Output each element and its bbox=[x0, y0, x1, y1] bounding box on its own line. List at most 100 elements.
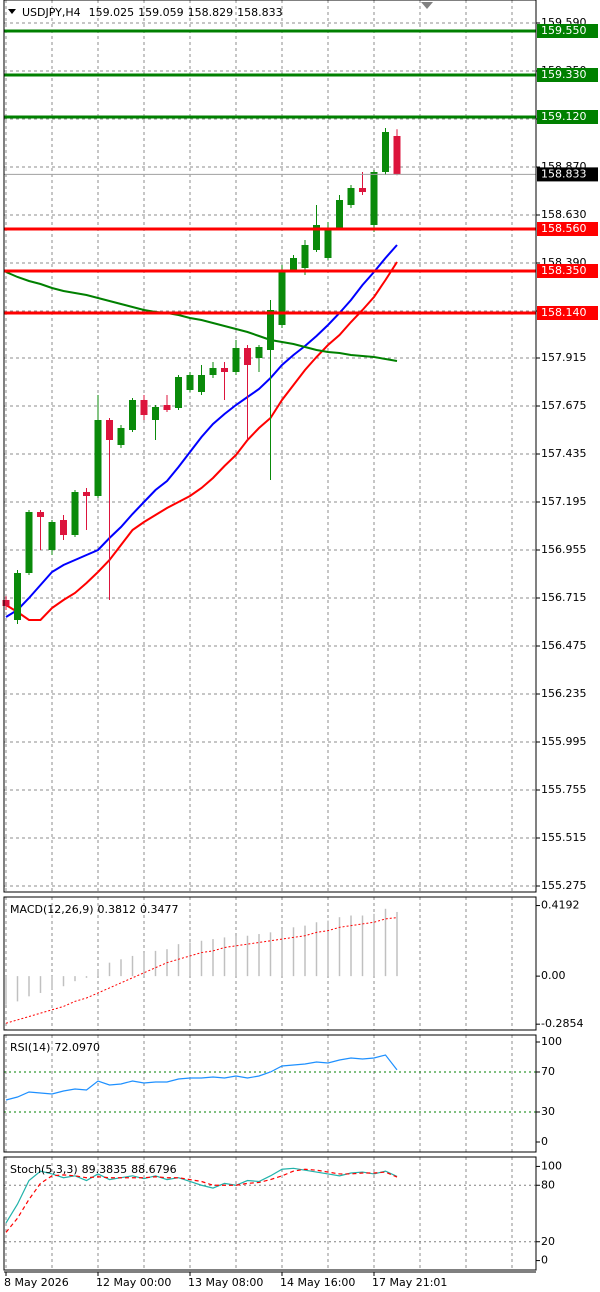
header-value: 72.0970 bbox=[54, 1041, 100, 1054]
level-label: 159.550 bbox=[541, 24, 587, 37]
candle-body bbox=[347, 188, 355, 205]
y-tick-label: 0.4192 bbox=[541, 899, 580, 912]
candle-body bbox=[301, 245, 309, 268]
header-title: Stoch(5,3,3) bbox=[10, 1163, 78, 1176]
candle-body bbox=[37, 512, 44, 517]
panel: 100 80 20 0 Stoch(5,3,3) 89.3835 88.6796 bbox=[3, 1156, 562, 1271]
candle-body bbox=[232, 348, 240, 372]
y-tick-label: 70 bbox=[541, 1065, 555, 1078]
level-label: 159.120 bbox=[541, 110, 587, 123]
panel-header: USDJPY,H4 159.025 159.059 158.829 158.833 bbox=[22, 6, 283, 19]
candle-body bbox=[106, 420, 113, 440]
panel: 100 70 30 0 RSI(14) 72.0970 bbox=[3, 1034, 562, 1153]
moving-average bbox=[5, 271, 398, 362]
header-title: MACD(12,26,9) bbox=[10, 903, 94, 916]
candle-body bbox=[198, 375, 205, 392]
y-tick-label: 156.715 bbox=[541, 591, 587, 604]
header-value: 159.025 bbox=[89, 6, 135, 19]
candle-body bbox=[278, 270, 286, 325]
candle-body bbox=[393, 136, 401, 175]
y-tick-label: 157.195 bbox=[541, 495, 587, 508]
level-label-box bbox=[537, 68, 598, 82]
header-value: 158.833 bbox=[237, 6, 283, 19]
panel-frame bbox=[3, 1156, 537, 1271]
moving-average bbox=[5, 244, 398, 618]
panel-header: Stoch(5,3,3) 89.3835 88.6796 bbox=[10, 1163, 177, 1176]
header-value: 89.3835 bbox=[82, 1163, 128, 1176]
y-tick-label: 155.275 bbox=[541, 879, 587, 892]
y-tick-label: 0 bbox=[541, 1254, 548, 1267]
y-tick-label: -0.2854 bbox=[541, 1017, 583, 1030]
x-tick-label: 8 May 2026 bbox=[4, 1276, 69, 1289]
candle-body bbox=[71, 492, 79, 535]
menu-arrow bbox=[8, 9, 16, 14]
y-tick-label: 157.915 bbox=[541, 351, 587, 364]
candle-body bbox=[186, 375, 194, 390]
x-tick-label: 17 May 21:01 bbox=[372, 1276, 447, 1289]
candle-body bbox=[163, 405, 171, 410]
panel-header: RSI(14) 72.0970 bbox=[10, 1041, 100, 1054]
y-tick-label: 156.955 bbox=[541, 543, 587, 556]
level-label: 158.560 bbox=[541, 222, 587, 235]
header-value: 88.6796 bbox=[131, 1163, 177, 1176]
candle-body bbox=[290, 258, 297, 270]
candle-body bbox=[14, 573, 21, 620]
candle-body bbox=[267, 310, 274, 350]
candle-body bbox=[359, 188, 366, 192]
candle-body bbox=[244, 348, 251, 365]
candle-body bbox=[83, 492, 90, 496]
header-value: 0.3812 bbox=[98, 903, 137, 916]
level-label-box bbox=[537, 110, 598, 124]
header-value: 158.829 bbox=[188, 6, 234, 19]
level-label-box bbox=[537, 222, 598, 236]
shift-marker bbox=[421, 2, 433, 9]
candle-body bbox=[336, 200, 343, 228]
header-title: USDJPY,H4 bbox=[22, 6, 81, 19]
level-label: 159.330 bbox=[541, 68, 587, 81]
y-tick-label: 30 bbox=[541, 1105, 555, 1118]
candle-body bbox=[129, 400, 136, 430]
x-tick-label: 14 May 16:00 bbox=[280, 1276, 355, 1289]
candle-body bbox=[140, 400, 148, 415]
header-title: RSI(14) bbox=[10, 1041, 50, 1054]
candle-body bbox=[370, 172, 378, 225]
panel-frame bbox=[3, 0, 537, 893]
candle-body bbox=[2, 600, 10, 606]
level-label: 158.140 bbox=[541, 306, 587, 319]
indicator-line bbox=[5, 1054, 398, 1101]
y-tick-label: 155.755 bbox=[541, 783, 587, 796]
level-label: 158.350 bbox=[541, 264, 587, 277]
header-value: 0.3477 bbox=[140, 903, 179, 916]
moving-average bbox=[5, 261, 398, 621]
y-tick-label: 0.00 bbox=[541, 969, 566, 982]
indicator-line bbox=[5, 1167, 398, 1224]
signal-line bbox=[5, 917, 398, 1024]
y-tick-label: 157.435 bbox=[541, 447, 587, 460]
header-value: 159.059 bbox=[138, 6, 184, 19]
candle-body bbox=[209, 368, 217, 375]
y-tick-label: 157.675 bbox=[541, 399, 587, 412]
y-tick-label: 156.235 bbox=[541, 687, 587, 700]
x-tick-label: 12 May 00:00 bbox=[96, 1276, 171, 1289]
y-tick-label: 80 bbox=[541, 1178, 555, 1191]
y-tick-label: 100 bbox=[541, 1035, 562, 1048]
level-label-box bbox=[537, 264, 598, 278]
panel: 0.4192 0.00 -0.2854 MACD(12,26,9) 0.3812 0.34… bbox=[3, 896, 583, 1031]
level-label-box bbox=[537, 24, 598, 38]
y-tick-label: 158.630 bbox=[541, 208, 587, 221]
candle-body bbox=[313, 225, 320, 250]
y-tick-label: 20 bbox=[541, 1235, 555, 1248]
candle-body bbox=[382, 132, 389, 172]
x-tick-label: 13 May 08:00 bbox=[188, 1276, 263, 1289]
candle-body bbox=[324, 228, 332, 258]
candle-body bbox=[175, 377, 182, 408]
candle-body bbox=[117, 428, 125, 445]
y-tick-label: 100 bbox=[541, 1159, 562, 1172]
panel-header: MACD(12,26,9) 0.3812 0.3477 bbox=[10, 903, 179, 916]
candle-body bbox=[25, 512, 33, 573]
candle-body bbox=[255, 347, 263, 358]
panel: 159.590159.350159.110158.870158.630158.3… bbox=[2, 0, 598, 893]
y-tick-label: 0 bbox=[541, 1135, 548, 1148]
